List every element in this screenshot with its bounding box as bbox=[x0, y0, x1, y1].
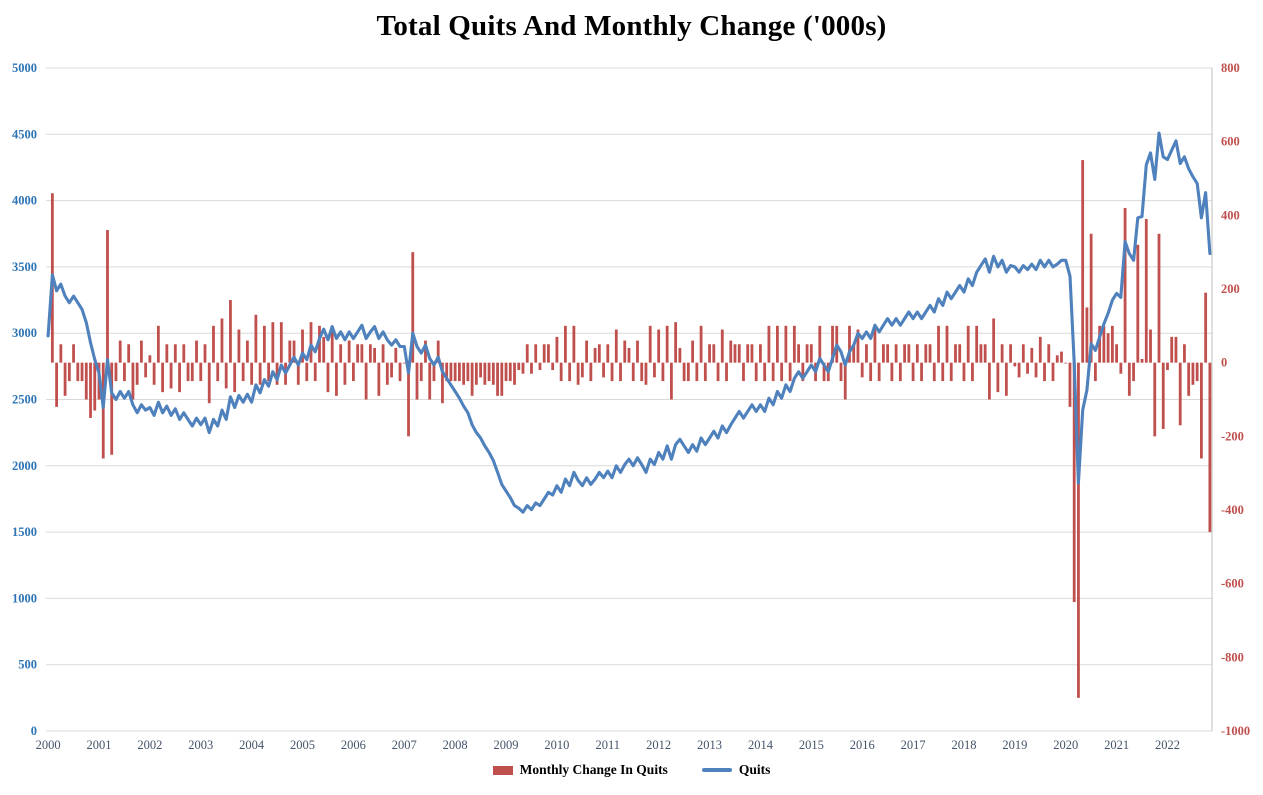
svg-text:2008: 2008 bbox=[443, 738, 468, 752]
left-axis-labels: 0 500 1000 1500 2000 2500 3000 3500 4000 4500 5000 bbox=[12, 61, 37, 738]
svg-text:-800: -800 bbox=[1221, 650, 1244, 664]
series-monthly-change-bars bbox=[50, 160, 1212, 698]
svg-text:2006: 2006 bbox=[341, 738, 366, 752]
svg-text:2007: 2007 bbox=[392, 738, 417, 752]
svg-text:4000: 4000 bbox=[12, 194, 37, 208]
legend-item-monthly-change: Monthly Change In Quits bbox=[492, 762, 668, 778]
line-swatch-icon bbox=[701, 768, 732, 772]
svg-text:2018: 2018 bbox=[951, 738, 976, 752]
svg-text:4500: 4500 bbox=[12, 127, 37, 141]
svg-text:200: 200 bbox=[1221, 282, 1240, 296]
svg-text:2002: 2002 bbox=[137, 738, 162, 752]
svg-text:2003: 2003 bbox=[188, 738, 213, 752]
svg-text:2011: 2011 bbox=[596, 738, 621, 752]
svg-text:2016: 2016 bbox=[850, 738, 875, 752]
svg-text:1500: 1500 bbox=[12, 525, 37, 539]
svg-text:1000: 1000 bbox=[12, 591, 37, 605]
svg-text:400: 400 bbox=[1221, 208, 1240, 222]
svg-text:2020: 2020 bbox=[1053, 738, 1078, 752]
svg-text:3500: 3500 bbox=[12, 260, 37, 274]
svg-text:500: 500 bbox=[18, 658, 37, 672]
svg-text:2021: 2021 bbox=[1104, 738, 1129, 752]
svg-text:2004: 2004 bbox=[239, 738, 265, 752]
svg-text:800: 800 bbox=[1221, 61, 1240, 75]
legend-item-quits: Quits bbox=[701, 762, 771, 778]
svg-text:5000: 5000 bbox=[12, 61, 37, 75]
svg-text:2001: 2001 bbox=[87, 738, 112, 752]
svg-text:600: 600 bbox=[1221, 135, 1240, 149]
svg-text:-600: -600 bbox=[1221, 577, 1244, 591]
gridlines bbox=[46, 67, 1212, 732]
svg-text:-200: -200 bbox=[1221, 429, 1244, 443]
svg-text:2000: 2000 bbox=[36, 738, 61, 752]
series-quits-line bbox=[46, 131, 1212, 514]
svg-text:2012: 2012 bbox=[646, 738, 671, 752]
svg-text:2015: 2015 bbox=[799, 738, 824, 752]
svg-text:2022: 2022 bbox=[1155, 738, 1180, 752]
legend-label-quits: Quits bbox=[738, 762, 771, 777]
svg-text:2000: 2000 bbox=[12, 459, 37, 473]
chart-legend: Monthly Change In Quits Quits bbox=[0, 762, 1263, 778]
svg-text:-400: -400 bbox=[1221, 503, 1244, 517]
svg-text:2005: 2005 bbox=[290, 738, 315, 752]
svg-text:2017: 2017 bbox=[901, 738, 926, 752]
svg-text:2019: 2019 bbox=[1002, 738, 1027, 752]
svg-text:2014: 2014 bbox=[748, 738, 774, 752]
legend-label-monthly-change: Monthly Change In Quits bbox=[519, 762, 668, 777]
svg-text:0: 0 bbox=[31, 724, 37, 738]
svg-text:-1000: -1000 bbox=[1221, 724, 1250, 738]
svg-text:3000: 3000 bbox=[12, 326, 37, 340]
right-axis-labels: -1000 -800 -600 -400 -200 0 200 400 600 800 bbox=[1221, 61, 1250, 738]
svg-text:2500: 2500 bbox=[12, 393, 37, 407]
chart-title: Total Quits And Monthly Change ('000s) bbox=[376, 10, 887, 42]
bar-swatch-icon bbox=[492, 765, 513, 775]
x-axis-labels: 2000 2001 2002 2003 2004 2005 2006 2007 2008 2009… bbox=[36, 738, 1180, 752]
svg-text:0: 0 bbox=[1221, 356, 1227, 370]
svg-text:2009: 2009 bbox=[494, 738, 519, 752]
svg-text:2013: 2013 bbox=[697, 738, 722, 752]
svg-text:2010: 2010 bbox=[544, 738, 569, 752]
